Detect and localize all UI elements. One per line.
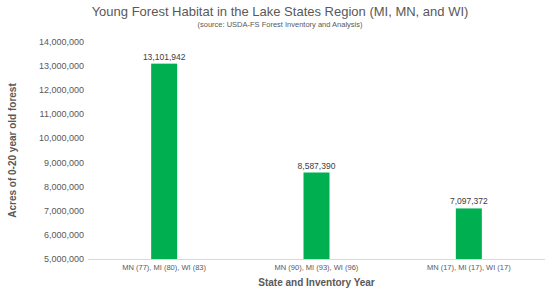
tick-mark [85, 162, 88, 163]
tick-mark [85, 259, 88, 260]
bar [151, 64, 177, 259]
y-tick-label: 12,000,000 [39, 85, 84, 95]
x-tick-label: MN (77), MI (80), WI (83) [122, 263, 206, 272]
bar [456, 208, 482, 259]
x-axis-title: State and Inventory Year [258, 277, 375, 288]
y-tick-label: 14,000,000 [39, 37, 84, 47]
chart-svg: Young Forest Habitat in the Lake States … [0, 0, 560, 297]
bar [304, 173, 330, 259]
tick-mark [85, 186, 88, 187]
tick-mark [85, 210, 88, 211]
y-tick-label: 5,000,000 [44, 254, 84, 264]
data-label: 7,097,372 [450, 196, 488, 206]
y-tick-label: 10,000,000 [39, 133, 84, 143]
bars [151, 64, 482, 259]
data-label: 8,587,390 [298, 161, 336, 171]
tick-mark [85, 234, 88, 235]
x-tick-label: MN (90), MI (93), WI (96) [275, 263, 359, 272]
y-tick-label: 8,000,000 [44, 182, 84, 192]
chart-container: Young Forest Habitat in the Lake States … [0, 0, 560, 297]
y-axis-title: Acres of 0-20 year old forest [7, 83, 18, 218]
y-axis: 5,000,000 6,000,000 7,000,000 8,000,000 9,00… [39, 37, 88, 264]
tick-mark [85, 138, 88, 139]
y-tick-label: 13,000,000 [39, 61, 84, 71]
y-tick-label: 9,000,000 [44, 158, 84, 168]
x-axis-line [88, 259, 545, 260]
chart-subtitle: (source: USDA-FS Forest Inventory and An… [197, 20, 363, 29]
data-label: 13,101,942 [143, 52, 186, 62]
tick-mark [85, 90, 88, 91]
tick-mark [85, 66, 88, 67]
chart-title: Young Forest Habitat in the Lake States … [92, 4, 469, 19]
tick-mark [85, 114, 88, 115]
tick-mark [85, 42, 88, 43]
x-tick-label: MN (17), MI (17), WI (17) [427, 263, 511, 272]
y-tick-label: 6,000,000 [44, 230, 84, 240]
data-labels: 13,101,942 8,587,390 7,097,372 [143, 52, 488, 207]
y-tick-label: 11,000,000 [40, 109, 84, 119]
y-tick-label: 7,000,000 [44, 206, 84, 216]
